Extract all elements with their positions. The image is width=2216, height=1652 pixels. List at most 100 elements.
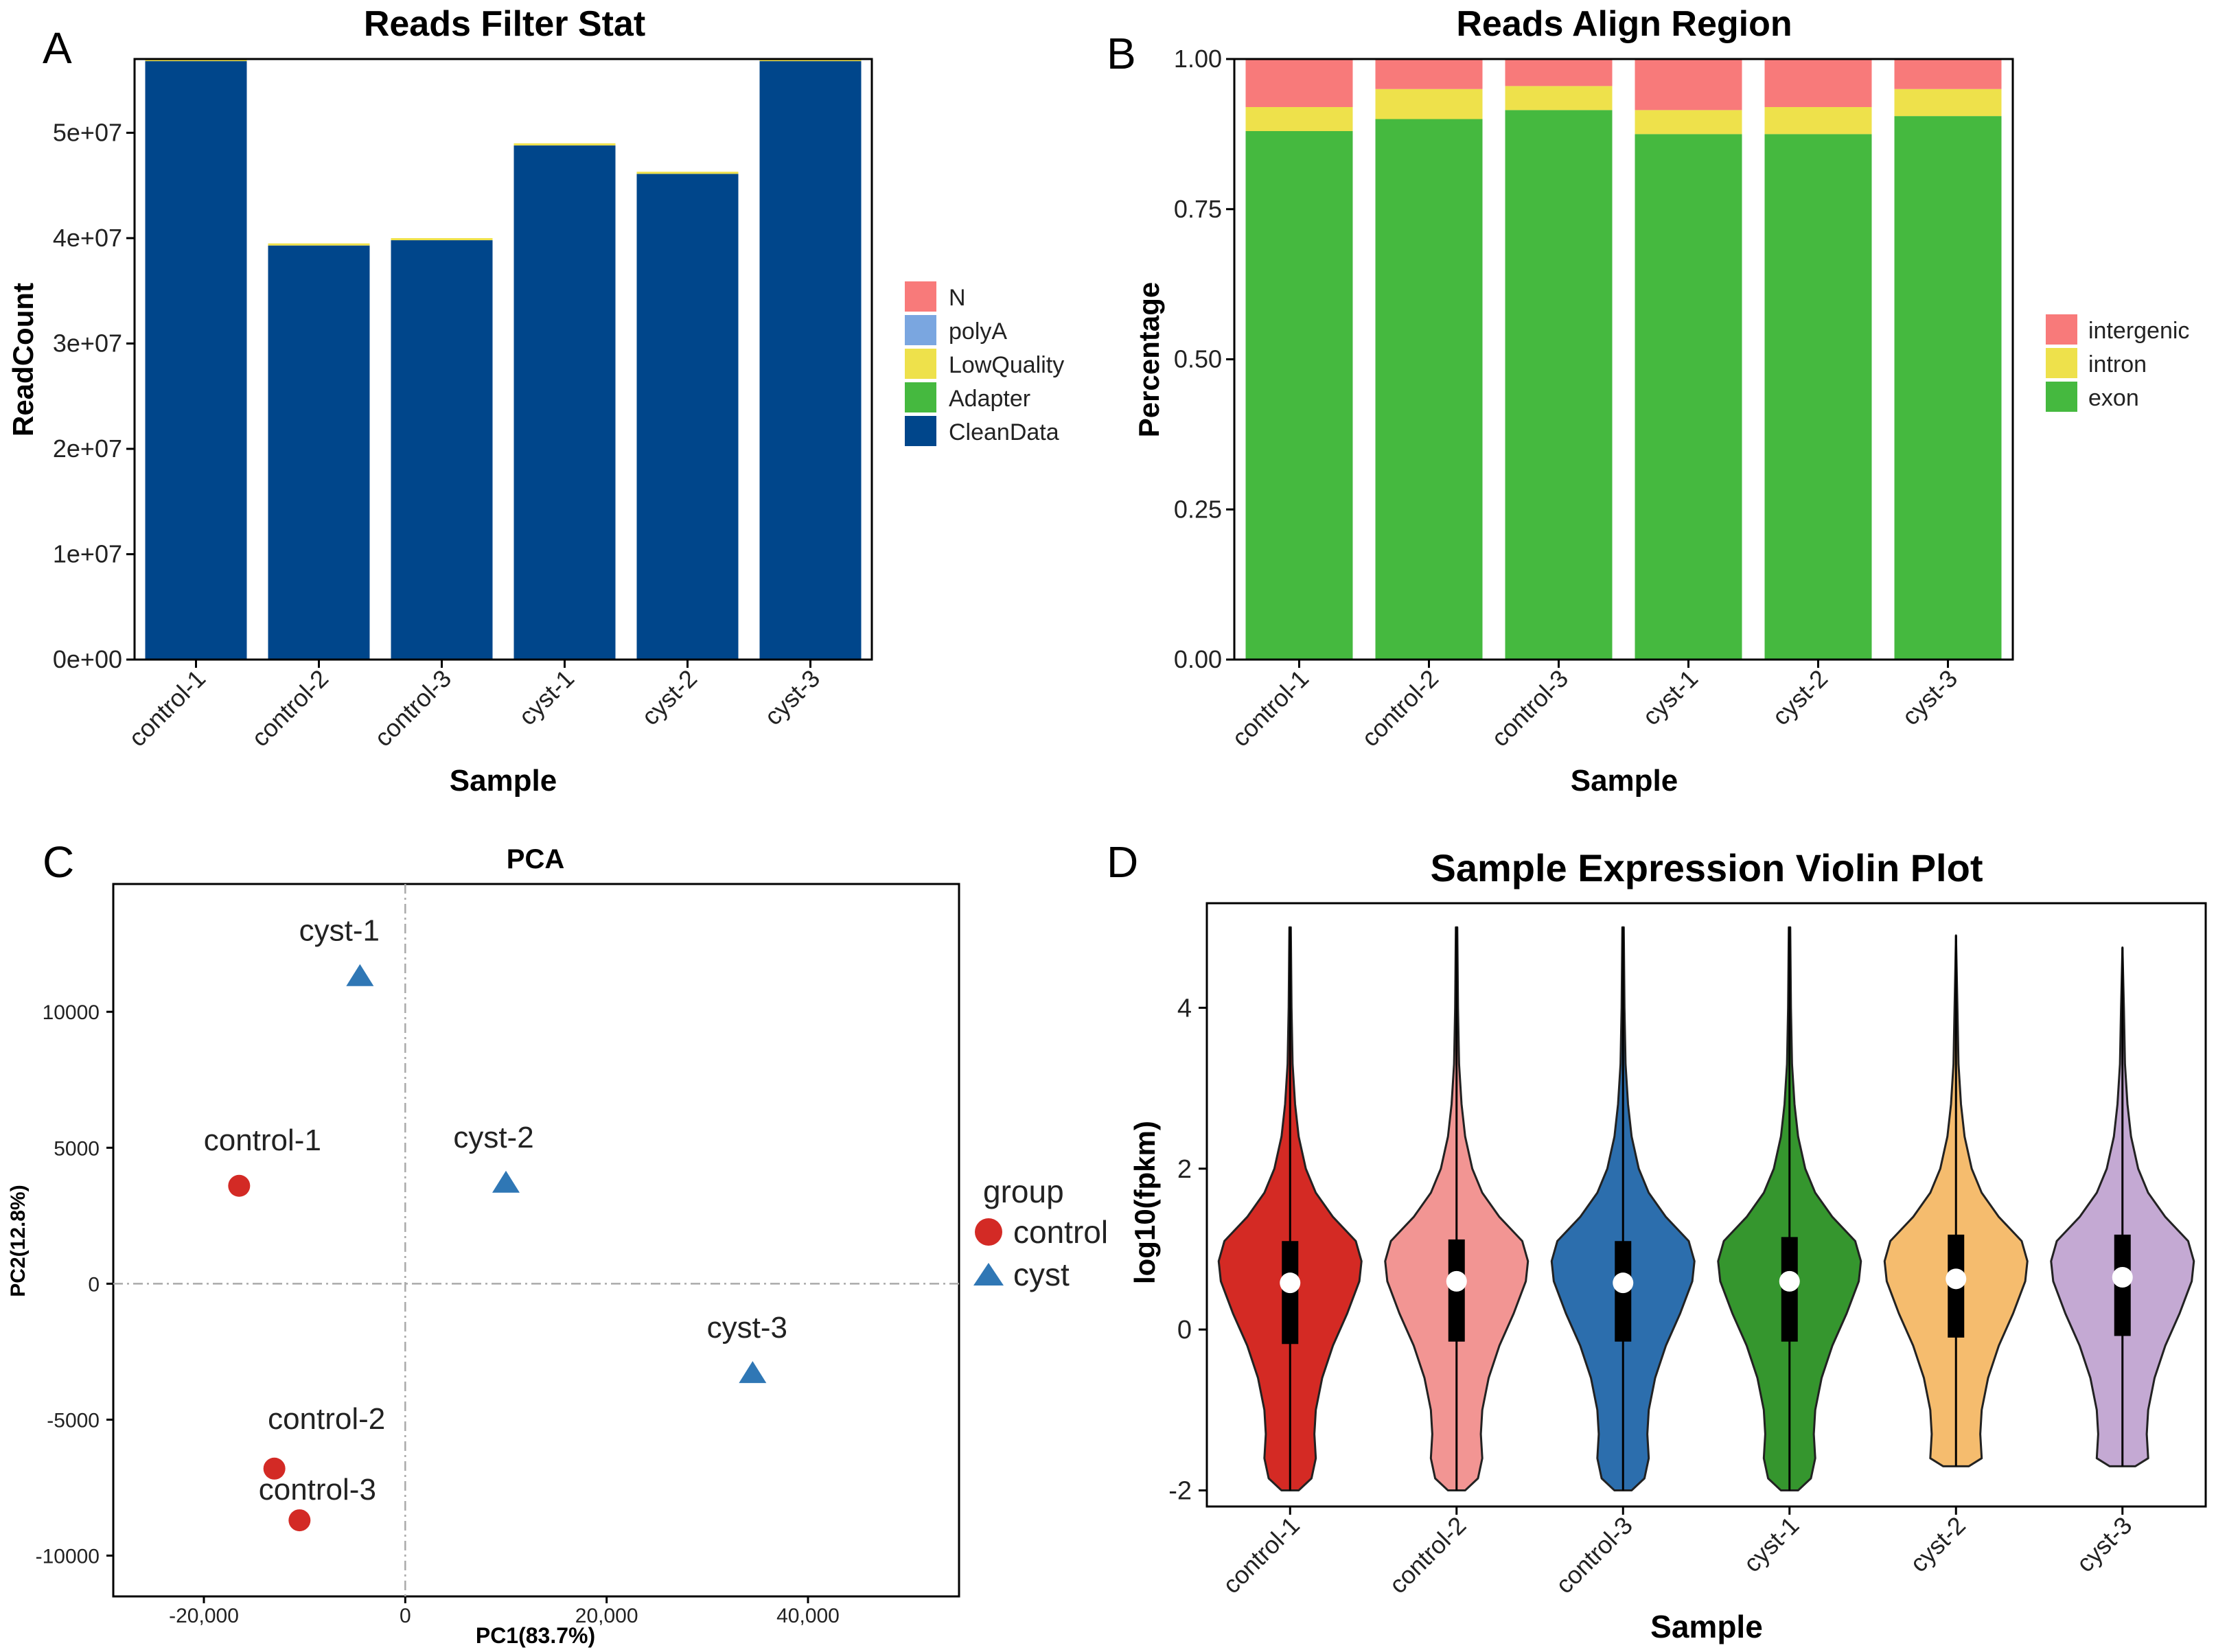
- panel-a-letter: A: [43, 23, 72, 73]
- y-tick-label: -2: [1168, 1477, 1192, 1506]
- x-tick-label: cyst-1: [513, 664, 579, 731]
- pca-point-control-2: [263, 1457, 286, 1480]
- panel-d-title: Sample Expression Violin Plot: [1431, 846, 1983, 889]
- x-tick-label: control-1: [123, 664, 211, 752]
- panel-c-plot-frame: [112, 883, 960, 1598]
- bar-cleandata-cyst-3: [759, 61, 862, 660]
- panel-c-title: PCA: [507, 844, 564, 874]
- y-tick-label: 0e+00: [53, 645, 122, 673]
- x-tick-label: cyst-3: [2071, 1511, 2138, 1578]
- legend-label-intron: intron: [2088, 351, 2147, 377]
- bar-intergenic-cyst-1: [1635, 59, 1742, 110]
- legend-key-n: [905, 281, 936, 312]
- x-tick-label: control-2: [1383, 1511, 1471, 1599]
- panel-a-x-axis-title: Sample: [450, 764, 557, 798]
- bar-intergenic-control-3: [1505, 59, 1613, 86]
- bar-exon-cyst-2: [1764, 134, 1872, 660]
- legend-label-lowquality: LowQuality: [949, 352, 1064, 378]
- legend-key-intergenic: [2046, 314, 2077, 345]
- bar-lowquality-cyst-3: [759, 59, 862, 62]
- panel-a-title: Reads Filter Stat: [364, 4, 645, 44]
- bar-intergenic-cyst-3: [1894, 59, 2002, 89]
- pca-point-control-1: [228, 1174, 251, 1197]
- bar-exon-control-3: [1505, 110, 1613, 660]
- y-tick-label: 0.50: [1174, 345, 1222, 373]
- panel-a-reads-filter-stat: A Reads Filter Stat 0e+00 1e+07 2e+07 3e+07…: [7, 4, 1064, 798]
- x-tick-label: 40,000: [776, 1605, 840, 1627]
- panel-d-violin: D Sample Expression Violin Plot -2 0 2 4 co…: [1107, 837, 2207, 1644]
- legend-key-adapter: [905, 382, 936, 412]
- panel-b-x-axis-title: Sample: [1571, 764, 1678, 798]
- panel-a-y-axis-title: ReadCount: [7, 283, 39, 437]
- x-tick-label: control-2: [246, 664, 334, 752]
- y-tick-label: 0.00: [1174, 645, 1222, 673]
- y-tick-label: 3e+07: [53, 329, 122, 357]
- y-tick-label: 0.75: [1174, 195, 1222, 223]
- violin-median-control-3: [1613, 1272, 1634, 1294]
- legend-label-adapter: Adapter: [949, 386, 1030, 412]
- legend-label-n: N: [949, 285, 966, 311]
- y-tick-label: -10000: [36, 1546, 100, 1568]
- panel-c-pca: C PCA control-1 control-2 control-3 cyst-1 c…: [7, 837, 1108, 1648]
- panel-b-legend: intergenic intron exon: [2046, 314, 2189, 412]
- legend-title-group: group: [983, 1174, 1064, 1209]
- bar-intron-cyst-3: [1894, 89, 2002, 117]
- bar-cleandata-control-1: [145, 61, 247, 660]
- legend-key-control: [975, 1218, 1002, 1246]
- x-tick-label: cyst-1: [1637, 664, 1703, 731]
- x-tick-label: 0: [400, 1605, 411, 1627]
- y-tick-label: 0.25: [1174, 495, 1222, 523]
- panel-a-plot-frame: [133, 58, 873, 661]
- x-tick-label: control-2: [1356, 664, 1444, 752]
- bar-cleandata-cyst-1: [513, 145, 616, 660]
- legend-key-cyst: [973, 1263, 1004, 1285]
- violin-median-control-1: [1280, 1272, 1301, 1294]
- panel-b-letter: B: [1107, 29, 1136, 78]
- pca-point-label-cyst-3: cyst-3: [707, 1311, 787, 1345]
- violin-median-control-2: [1446, 1270, 1467, 1292]
- x-tick-label: control-1: [1217, 1511, 1305, 1599]
- y-tick-label: -5000: [47, 1409, 100, 1432]
- y-tick-label: 10000: [43, 1001, 100, 1024]
- legend-key-lowquality: [905, 349, 936, 379]
- panel-d-plot-frame: [1205, 902, 2207, 1508]
- pca-point-label-control-2: control-2: [268, 1402, 385, 1436]
- bar-intron-cyst-1: [1635, 110, 1742, 135]
- pca-point-control-3: [288, 1509, 311, 1532]
- legend-key-intron: [2046, 348, 2077, 378]
- legend-label-exon: exon: [2088, 385, 2139, 411]
- bar-intron-control-3: [1505, 86, 1613, 110]
- violin-median-cyst-1: [1779, 1270, 1800, 1292]
- bar-exon-control-2: [1375, 119, 1483, 660]
- bar-cleandata-control-3: [391, 240, 493, 660]
- y-tick-label: 4: [1177, 994, 1192, 1023]
- bar-cleandata-cyst-2: [636, 174, 739, 660]
- bar-lowquality-cyst-1: [513, 143, 616, 146]
- panel-b-title: Reads Align Region: [1456, 4, 1792, 44]
- y-tick-label: 5000: [54, 1137, 100, 1160]
- y-tick-label: 5e+07: [53, 118, 122, 146]
- panel-c-y-axis-title: PC2(12.8%): [7, 1185, 30, 1296]
- y-tick-label: 4e+07: [53, 224, 122, 252]
- panel-c-legend: group control cyst: [973, 1174, 1108, 1292]
- x-tick-label: cyst-1: [1738, 1511, 1805, 1578]
- y-tick-label: 0: [1177, 1316, 1192, 1345]
- panel-d-letter: D: [1107, 837, 1138, 887]
- panel-c-x-axis-title: PC1(83.7%): [476, 1623, 595, 1648]
- x-tick-label: control-3: [1486, 664, 1573, 752]
- legend-label-intergenic: intergenic: [2088, 318, 2189, 344]
- x-tick-label: control-3: [369, 664, 457, 752]
- x-tick-label: cyst-2: [636, 664, 702, 731]
- legend-label-cleandata: CleanData: [949, 419, 1059, 445]
- x-tick-label: control-3: [1550, 1511, 1638, 1599]
- y-tick-label: 1.00: [1174, 45, 1222, 73]
- x-tick-label: 20,000: [575, 1605, 638, 1627]
- bar-lowquality-control-1: [145, 59, 247, 62]
- bar-intron-control-2: [1375, 89, 1483, 119]
- y-tick-label: 1e+07: [53, 539, 122, 568]
- y-tick-label: 2e+07: [53, 434, 122, 463]
- pca-point-label-cyst-2: cyst-2: [453, 1121, 533, 1154]
- panel-c-letter: C: [43, 837, 74, 887]
